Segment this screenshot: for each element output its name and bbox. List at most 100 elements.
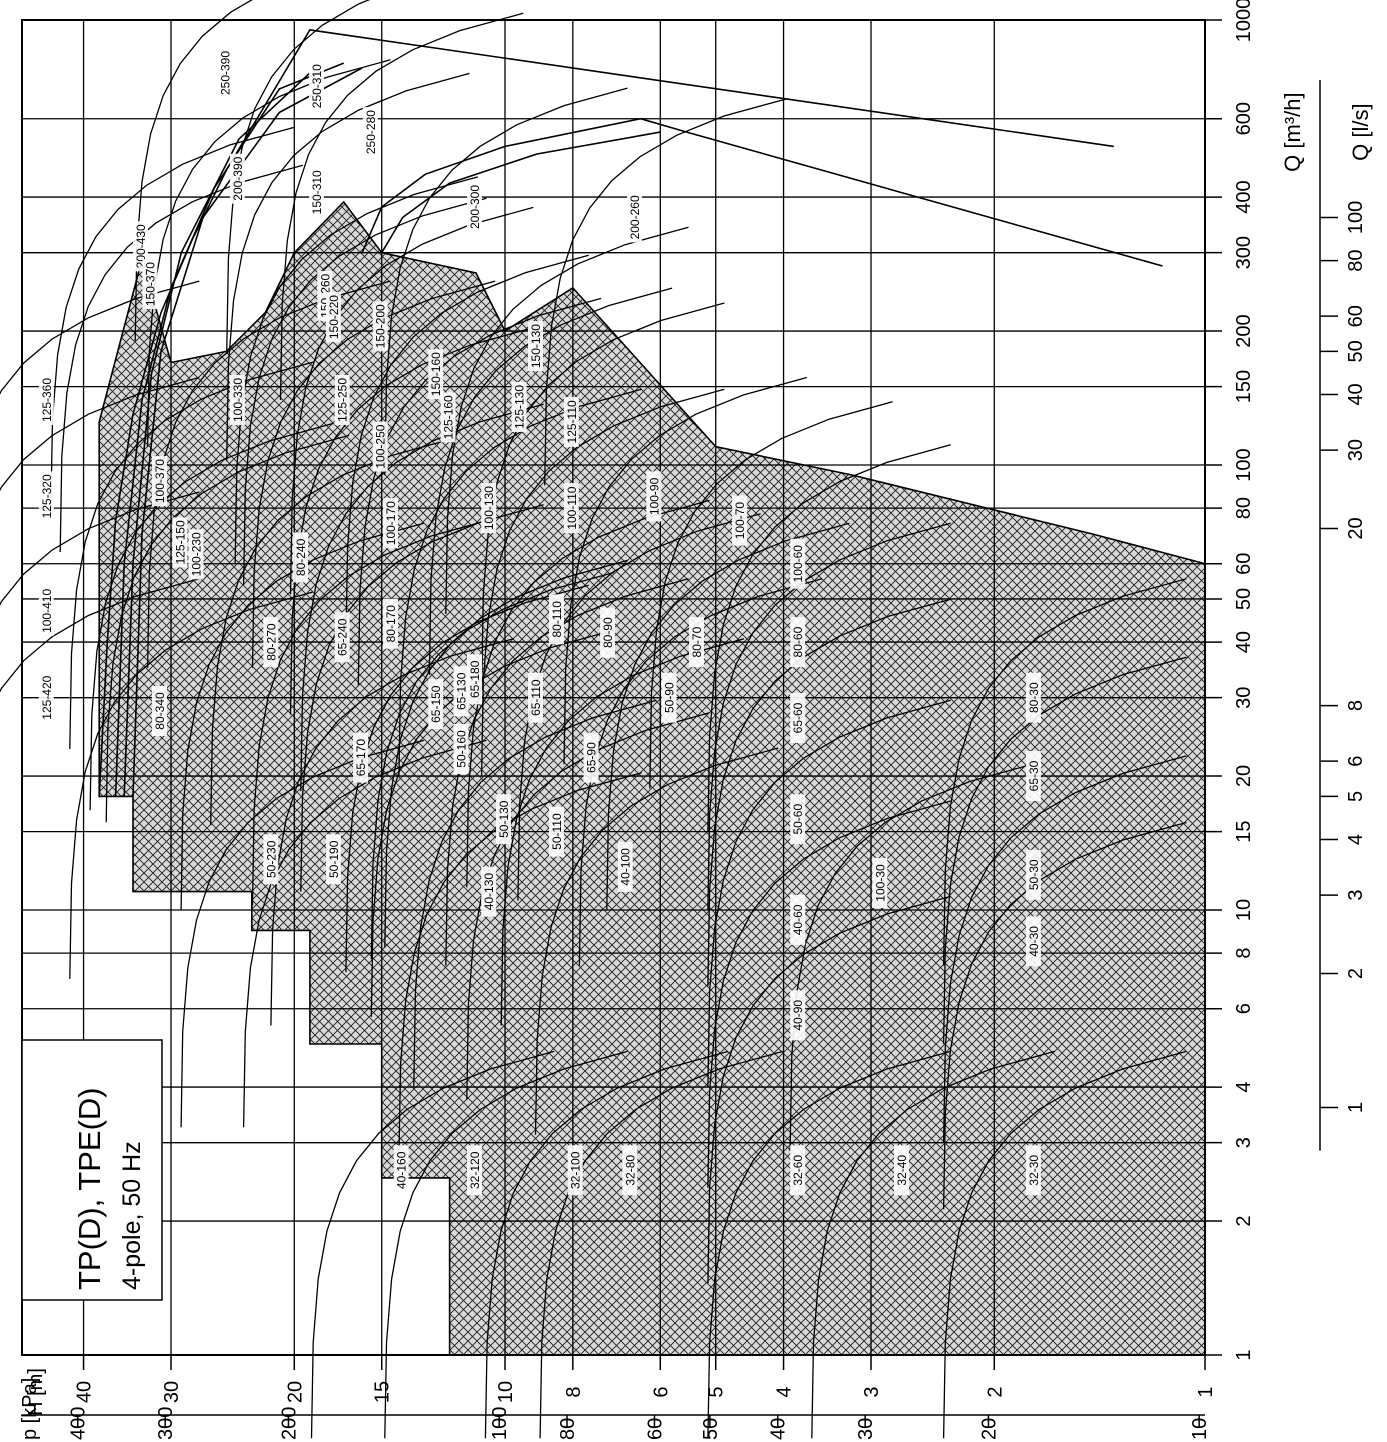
pump-label-group: 200-430 bbox=[133, 221, 148, 272]
pump-curve bbox=[484, 1050, 729, 1439]
q-ls-tick-label: 3 bbox=[1345, 890, 1367, 901]
pump-label-bg bbox=[1025, 751, 1041, 801]
pump-curve bbox=[251, 280, 496, 668]
pump-label: 50-190 bbox=[327, 840, 341, 878]
pump-label: 125-110 bbox=[565, 400, 579, 443]
q-ls-tick-label: 20 bbox=[1345, 517, 1367, 539]
pump-curve bbox=[539, 1050, 783, 1439]
pump-label-bg bbox=[38, 672, 54, 723]
pump-label: 80-170 bbox=[384, 605, 398, 643]
p-tick-label: 20 bbox=[978, 1418, 1000, 1440]
pump-label: 50-230 bbox=[264, 840, 278, 878]
pump-label-bg bbox=[1025, 916, 1041, 967]
pump-label-group: 80-240 bbox=[293, 532, 308, 583]
pump-curve bbox=[445, 578, 689, 966]
pump-curve bbox=[942, 821, 1187, 1210]
q-tick-label: 80 bbox=[1233, 497, 1255, 519]
h-tick-label: 3 bbox=[861, 1386, 883, 1397]
envelope-curve-3 bbox=[123, 72, 311, 797]
q-tick-label: 15 bbox=[1233, 820, 1255, 842]
h-tick-label: 20 bbox=[284, 1381, 306, 1403]
pump-curve bbox=[242, 739, 487, 1128]
q-ls-tick-label: 30 bbox=[1345, 439, 1367, 461]
pump-label: 65-170 bbox=[354, 739, 368, 777]
pump-curve bbox=[0, 578, 200, 693]
pump-label-group: 65-110 bbox=[528, 672, 543, 723]
pump-label: 32-120 bbox=[468, 1151, 482, 1189]
pump-label-group: 100-30 bbox=[872, 858, 888, 908]
pump-label-group: 80-70 bbox=[689, 617, 704, 668]
pump-label-group: 100-250 bbox=[372, 421, 388, 472]
pump-label-bg bbox=[872, 858, 888, 908]
pump-label: 50-90 bbox=[663, 682, 677, 713]
q-ls-axis-label: Q [l/s] bbox=[1348, 103, 1373, 160]
pump-label-group: 125-420 bbox=[38, 672, 54, 723]
q-tick-label: 30 bbox=[1233, 687, 1255, 709]
pump-label-group: 125-320 bbox=[38, 471, 54, 522]
pump-label-bg bbox=[467, 182, 482, 232]
pump-label-group: 250-280 bbox=[362, 107, 378, 158]
pump-curve bbox=[942, 755, 1187, 1143]
pump-curves bbox=[0, 0, 1187, 1439]
pump-label: 65-150 bbox=[429, 685, 443, 723]
pump-label: 125-160 bbox=[442, 395, 456, 439]
pump-label-group: 80-340 bbox=[152, 686, 167, 736]
pump-label: 80-340 bbox=[153, 692, 167, 730]
pump-curve bbox=[398, 772, 642, 1160]
p-tick-label: 10 bbox=[1189, 1418, 1211, 1440]
pump-label-group: 32-40 bbox=[894, 1145, 909, 1196]
envelope-curve-1 bbox=[98, 29, 1114, 797]
q-ls-tick-label: 40 bbox=[1345, 383, 1367, 405]
h-axis-label: H [m] bbox=[25, 1368, 47, 1416]
pump-label-bg bbox=[661, 672, 677, 723]
h-tick-label: 2 bbox=[984, 1386, 1006, 1397]
pump-curve bbox=[500, 638, 745, 1026]
pump-label-group: 100-170 bbox=[383, 498, 398, 549]
pump-label-group: 80-90 bbox=[600, 607, 616, 658]
pump-curve bbox=[384, 559, 628, 948]
pump-curve bbox=[180, 739, 424, 1128]
pump-label: 80-110 bbox=[550, 601, 564, 638]
pump-label-group: 65-170 bbox=[353, 732, 369, 783]
pump-label: 200-300 bbox=[468, 185, 482, 229]
pump-curve bbox=[384, 1050, 628, 1439]
pump-label: 40-130 bbox=[482, 873, 496, 911]
pump-label-group: 250-310 bbox=[309, 61, 324, 112]
pump-curve bbox=[180, 522, 424, 911]
pump-label-group: 65-240 bbox=[334, 612, 350, 663]
pump-curve bbox=[534, 747, 779, 1135]
pump-label-bg bbox=[790, 894, 806, 945]
pump-label-bg bbox=[481, 866, 497, 917]
pump-label-group: 80-270 bbox=[263, 617, 279, 668]
pump-label: 80-240 bbox=[294, 538, 308, 576]
pump-curve bbox=[345, 584, 589, 973]
pump-label: 65-60 bbox=[791, 702, 805, 733]
p-tick-label: 100 bbox=[489, 1407, 511, 1440]
pump-curve bbox=[345, 254, 589, 643]
pump-label: 32-80 bbox=[623, 1155, 637, 1186]
pump-curve bbox=[50, 126, 294, 515]
q-tick-label: 20 bbox=[1233, 765, 1255, 787]
q-tick-label: 1 bbox=[1233, 1349, 1255, 1360]
pump-label-group: 100-410 bbox=[38, 585, 54, 636]
q-tick-label: 3 bbox=[1233, 1137, 1255, 1148]
pump-label-bg bbox=[428, 679, 444, 730]
pump-label: 125-150 bbox=[173, 520, 187, 564]
pump-curve bbox=[563, 376, 807, 765]
pump-label: 150-160 bbox=[429, 352, 443, 396]
q-tick-label: 150 bbox=[1233, 370, 1255, 403]
pump-label: 65-110 bbox=[529, 679, 543, 716]
p-tick-label: 40 bbox=[768, 1418, 790, 1440]
pump-label-bg bbox=[1025, 672, 1041, 723]
h-tick-label: 8 bbox=[563, 1386, 585, 1397]
pump-label-bg bbox=[1025, 1145, 1041, 1196]
pump-label-group: 125-150 bbox=[172, 517, 188, 568]
pump-label-bg bbox=[600, 607, 616, 658]
pump-curve bbox=[707, 800, 951, 1188]
pump-label: 100-30 bbox=[873, 864, 887, 902]
pump-curve bbox=[384, 87, 628, 475]
pump-label: 32-100 bbox=[569, 1151, 583, 1189]
pump-label-group: 100-230 bbox=[188, 529, 204, 580]
pump-label-bg bbox=[133, 221, 148, 272]
